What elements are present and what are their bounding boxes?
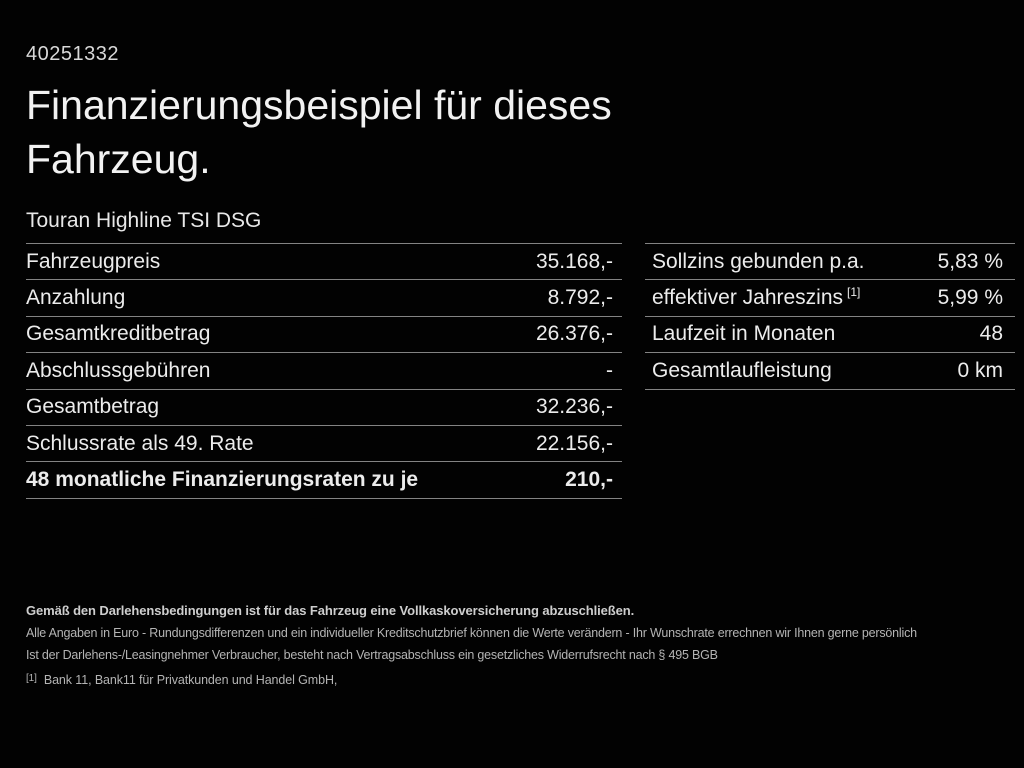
offer-id: 40251332 <box>26 43 119 65</box>
row-gesamtbetrag: Gesamtbetrag 32.236,- <box>26 388 622 425</box>
row-value: 5,99 % <box>937 286 1003 310</box>
row-value: 26.376,- <box>535 322 613 346</box>
row-anzahlung: Anzahlung 8.792,- <box>26 279 622 315</box>
row-value: 0 km <box>957 358 1003 382</box>
disclaimer-line1: Alle Angaben in Euro - Rundungsdifferenz… <box>26 626 917 640</box>
page-title-line2: Fahrzeug. <box>26 136 211 182</box>
row-effektiver-jahreszins: effektiver Jahreszins [1] 5,99 % <box>645 279 1015 315</box>
row-gesamtlaufleistung: Gesamtlaufleistung 0 km <box>645 352 1015 388</box>
row-schlussrate: Schlussrate als 49. Rate 22.156,- <box>26 424 622 461</box>
row-laufzeit: Laufzeit in Monaten 48 <box>645 315 1015 352</box>
row-label: Sollzins gebunden p.a. <box>652 249 865 273</box>
row-value: 48 <box>979 322 1003 346</box>
row-value: 210,- <box>565 468 613 492</box>
row-label: Gesamtkreditbetrag <box>26 322 211 346</box>
row-fahrzeugpreis: Fahrzeugpreis 35.168,- <box>26 243 622 279</box>
row-abschlussgebuehren: Abschlussgebühren - <box>26 352 622 388</box>
row-label: Fahrzeugpreis <box>26 249 161 273</box>
footnotes: Gemäß den Darlehensbedingungen ist für d… <box>26 600 1018 693</box>
row-value: 5,83 % <box>937 249 1003 273</box>
row-label: 48 monatliche Finanzierungsraten zu je <box>26 468 419 492</box>
row-value: 22.156,- <box>535 431 613 455</box>
row-value: 8.792,- <box>547 286 613 310</box>
disclaimer-line2: Ist der Darlehens-/Leasingnehmer Verbrau… <box>26 648 718 662</box>
row-monatsrate: 48 monatliche Finanzierungsraten zu je 2… <box>26 461 622 497</box>
source-text: Bank 11, Bank11 für Privatkunden und Han… <box>43 673 338 687</box>
row-label: Schlussrate als 49. Rate <box>26 431 254 455</box>
source-line: [1] Bank 11, Bank11 für Privatkunden und … <box>26 669 1018 693</box>
financing-table: Fahrzeugpreis 35.168,- Anzahlung 8.792,-… <box>26 243 622 499</box>
row-label: Gesamtlaufleistung <box>652 358 832 382</box>
footnote-marker: [1] <box>26 673 37 684</box>
row-label: Gesamtbetrag <box>26 395 160 419</box>
vehicle-name: Touran Highline TSI DSG <box>26 209 262 232</box>
insurance-note: Gemäß den Darlehensbedingungen ist für d… <box>26 603 635 618</box>
row-value: - <box>606 358 613 382</box>
conditions-table: Sollzins gebunden p.a. 5,83 % effektiver… <box>645 243 1015 390</box>
row-gesamtkreditbetrag: Gesamtkreditbetrag 26.376,- <box>26 315 622 352</box>
row-label: Anzahlung <box>26 286 126 310</box>
footnote-ref: [1] <box>847 285 861 300</box>
row-label: effektiver Jahreszins [1] <box>652 286 860 310</box>
row-label: Abschlussgebühren <box>26 358 211 382</box>
page-title-line1: Finanzierungsbeispiel für dieses <box>26 82 612 128</box>
row-value: 32.236,- <box>535 395 613 419</box>
row-sollzins: Sollzins gebunden p.a. 5,83 % <box>645 243 1015 279</box>
page-title: Finanzierungsbeispiel für dieses Fahrzeu… <box>26 78 612 186</box>
row-label: Laufzeit in Monaten <box>652 322 836 346</box>
row-label-text: effektiver Jahreszins <box>652 286 844 310</box>
row-value: 35.168,- <box>535 249 613 273</box>
